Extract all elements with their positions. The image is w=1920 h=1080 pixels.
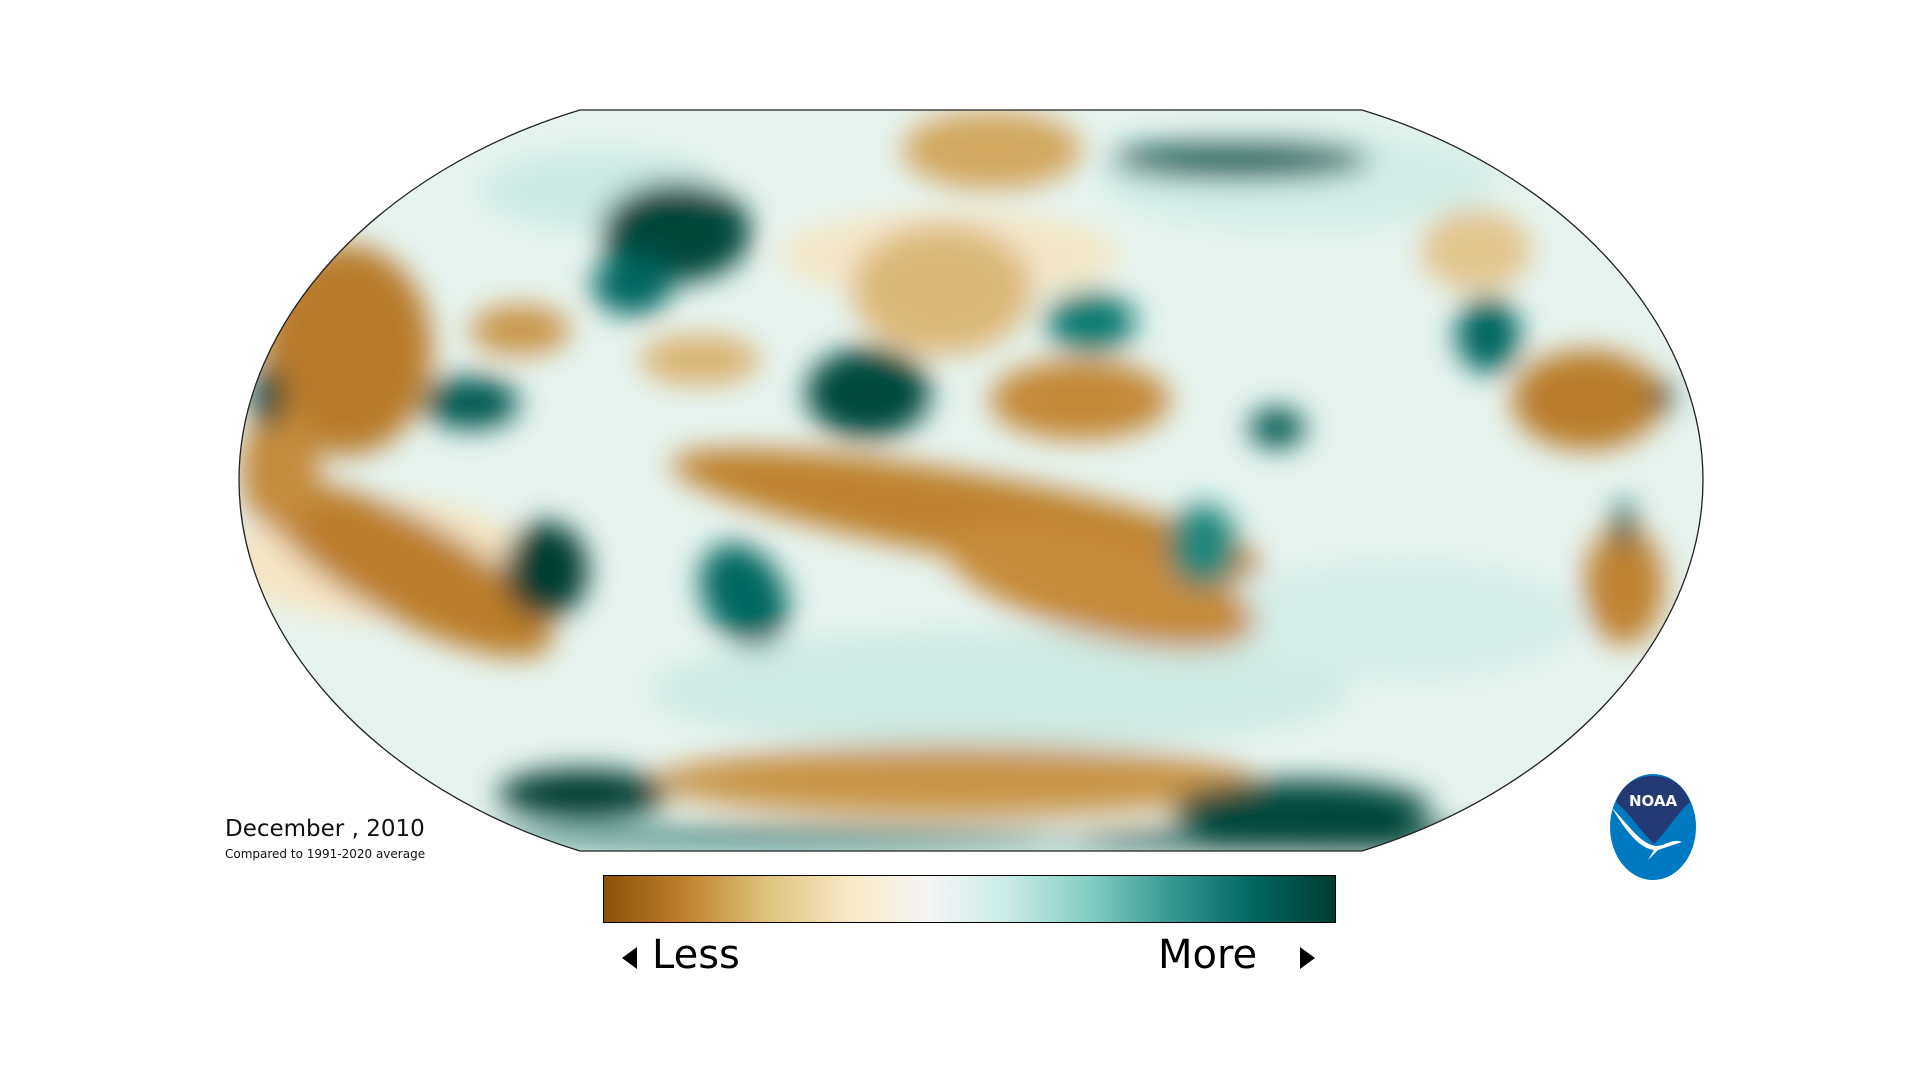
- anomaly-region: [470, 305, 570, 355]
- anomaly-region: [1168, 504, 1238, 588]
- anomaly-region: [990, 360, 1170, 440]
- map-subtitle: Compared to 1991-2020 average: [225, 847, 426, 861]
- noaa-logo-text: NOAA: [1629, 792, 1678, 810]
- anomaly-region: [480, 830, 1080, 846]
- legend-less-label: Less: [652, 932, 740, 978]
- anomaly-region: [498, 769, 668, 819]
- anomaly-region: [1614, 499, 1634, 551]
- anomaly-region: [1512, 350, 1662, 450]
- anomaly-region: [1060, 830, 1660, 850]
- anomaly-region: [1652, 381, 1672, 413]
- anomaly-region: [1110, 140, 1370, 180]
- map-title: December , 2010: [225, 816, 425, 842]
- anomaly-region: [1584, 525, 1664, 645]
- anomaly-region: [592, 255, 672, 315]
- anomaly-region: [902, 110, 1082, 190]
- anomaly-region: [1456, 297, 1520, 373]
- anomaly-region: [699, 543, 789, 647]
- anomaly-region: [1249, 408, 1305, 448]
- anomaly-region: [944, 521, 1256, 649]
- anomaly-region: [423, 377, 519, 429]
- left-arrow-icon: [622, 947, 637, 969]
- legend-more-label: More: [1158, 932, 1258, 978]
- anomaly-region: [650, 630, 1350, 750]
- anomaly-region: [806, 348, 930, 438]
- anomaly-region: [1220, 560, 1580, 680]
- anomaly-region: [240, 410, 320, 530]
- anomaly-region: [640, 335, 760, 385]
- colorbar-legend: [603, 875, 1336, 923]
- right-arrow-icon: [1300, 947, 1315, 969]
- anomaly-region: [504, 522, 588, 618]
- anomaly-region: [1046, 292, 1136, 352]
- anomaly-region: [1421, 210, 1531, 290]
- noaa-logo: NOAA: [1610, 774, 1696, 880]
- anomaly-region: [1172, 780, 1432, 840]
- anomaly-region: [852, 225, 1032, 355]
- anomaly-region: [262, 245, 432, 455]
- anomaly-region: [265, 482, 553, 658]
- map-outline: [238, 109, 1704, 852]
- anomaly-region: [655, 746, 1255, 816]
- anomaly-region: [251, 365, 283, 429]
